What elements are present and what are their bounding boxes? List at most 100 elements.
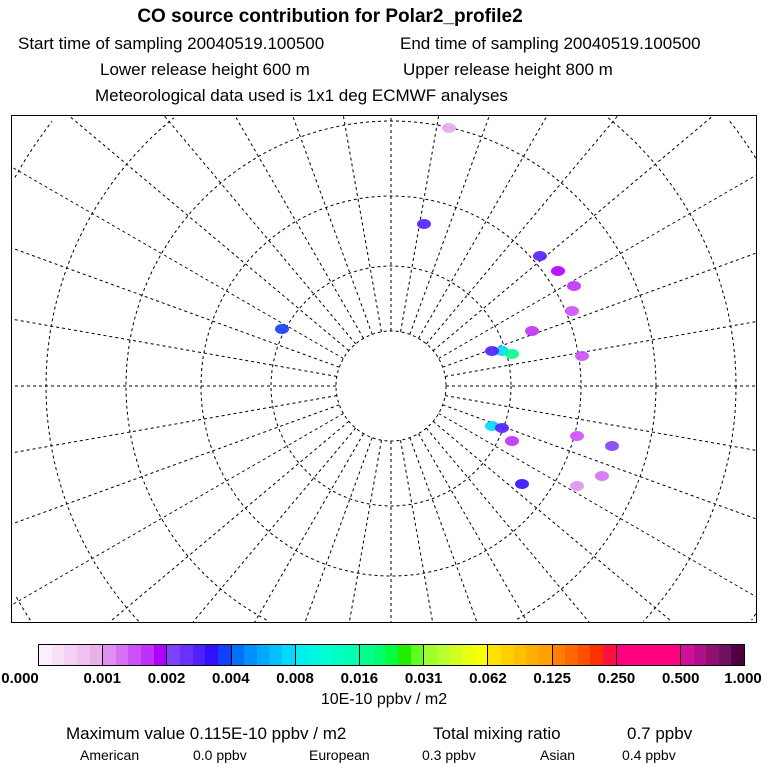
colorbar-swatch: [629, 645, 642, 665]
colorbar-swatch: [231, 645, 245, 665]
longitude-line: [164, 116, 357, 345]
colorbar-tick-label: 0.031: [404, 670, 443, 687]
colorbar-swatch: [731, 645, 745, 665]
polar-map: [11, 115, 757, 623]
colorbar-swatch: [128, 645, 142, 665]
longitude-line: [292, 116, 373, 335]
colorbar-swatch: [474, 645, 488, 665]
colorbar-swatch: [616, 645, 630, 665]
longitude-line: [68, 116, 350, 352]
longitude-line: [432, 420, 673, 622]
colorbar-tick-label: 0.008: [276, 670, 314, 687]
colorbar-swatch: [282, 645, 295, 665]
longitude-line: [342, 116, 382, 332]
colorbar-segment: [39, 645, 104, 665]
latitude-circle: [45, 117, 175, 622]
longitude-line: [254, 433, 364, 622]
total-mixing-label: Total mixing ratio: [433, 724, 561, 743]
colorbar-swatch: [552, 645, 566, 665]
longitude-line: [445, 395, 756, 451]
latitude-circle: [751, 613, 756, 621]
colorbar-swatch: [706, 645, 719, 665]
colorbar-swatch: [436, 645, 450, 665]
concentration-plume: [575, 351, 589, 361]
colorbar-swatch: [526, 645, 539, 665]
colorbar-swatch: [654, 645, 668, 665]
colorbar-swatch: [565, 645, 578, 665]
concentration-plume: [567, 281, 581, 291]
colorbar-segment: [424, 645, 489, 665]
colorbar-swatch: [488, 645, 501, 665]
colorbar-swatch: [244, 645, 257, 665]
latitude-circle: [14, 594, 31, 621]
colorbar-swatch: [577, 645, 591, 665]
colorbar-swatch: [667, 645, 680, 665]
colorbar-swatch: [180, 645, 193, 665]
colorbar-swatch: [39, 645, 52, 665]
longitude-line: [418, 433, 528, 622]
colorbar-swatch: [718, 645, 732, 665]
region-american-value: 0.0 ppbv: [193, 747, 247, 763]
concentration-plume: [485, 346, 499, 356]
longitude-line: [438, 413, 756, 598]
colorbar-segment: [616, 645, 681, 665]
colorbar-swatch: [424, 645, 437, 665]
start-time: Start time of sampling 20040519.100500: [18, 34, 325, 53]
latitude-circle: [335, 330, 447, 442]
colorbar-swatch: [153, 645, 167, 665]
longitude-line: [12, 395, 337, 454]
colorbar-swatch: [217, 645, 231, 665]
end-time: End time of sampling 20040519.100500: [400, 34, 701, 53]
latitude-circle: [14, 120, 53, 178]
concentration-plume: [505, 349, 519, 359]
latitude-circle: [607, 117, 737, 387]
concentration-plume: [505, 436, 519, 446]
map-graticule: [12, 116, 756, 622]
longitude-line: [438, 174, 756, 359]
colorbar-swatch: [76, 645, 90, 665]
latitude-circle: [270, 265, 512, 507]
concentration-plume: [565, 306, 579, 316]
latitude-circle: [729, 120, 756, 159]
concentration-plume: [417, 219, 431, 229]
concentration-plume: [570, 481, 584, 491]
colorbar-swatch: [603, 645, 616, 665]
longitude-line: [409, 116, 490, 335]
colorbar-swatch: [513, 645, 527, 665]
colorbar-swatch: [103, 645, 116, 665]
concentration-plume: [551, 266, 565, 276]
region-asian-label: Asian: [540, 747, 576, 763]
colorbar: [38, 644, 745, 666]
colorbar-swatch: [256, 645, 270, 665]
colorbar-unit: 10E-10 ppbv / m2: [320, 691, 448, 708]
colorbar-segment: [103, 645, 168, 665]
concentration-plume: [515, 479, 529, 489]
colorbar-swatch: [115, 645, 129, 665]
region-european-value: 0.3 ppbv: [422, 747, 476, 763]
upper-release-height: Upper release height 800 m: [403, 60, 613, 79]
colorbar-swatch: [385, 645, 398, 665]
longitude-line: [432, 116, 714, 352]
longitude-line: [12, 166, 344, 359]
colorbar-tick-label: 0.500: [661, 670, 700, 687]
colorbar-swatch: [538, 645, 552, 665]
colorbar-segment: [295, 645, 360, 665]
colorbar-swatch: [269, 645, 283, 665]
colorbar-segment: [488, 645, 553, 665]
colorbar-tick-label: 0.125: [533, 670, 571, 687]
colorbar-swatch: [205, 645, 218, 665]
concentration-plume: [570, 431, 584, 441]
latitude-circle: [125, 120, 657, 621]
colorbar-swatch: [295, 645, 309, 665]
colorbar-swatch: [590, 645, 604, 665]
colorbar-tick-label: 1.000: [724, 670, 762, 687]
colorbar-tick-label: 0.004: [212, 670, 250, 687]
longitude-line: [409, 437, 478, 622]
longitude-line: [425, 116, 618, 345]
colorbar-segment: [680, 645, 745, 665]
longitude-line: [12, 404, 340, 525]
colorbar-swatch: [64, 645, 77, 665]
colorbar-swatch: [680, 645, 694, 665]
colorbar-swatch: [89, 645, 103, 665]
colorbar-swatch: [500, 645, 514, 665]
